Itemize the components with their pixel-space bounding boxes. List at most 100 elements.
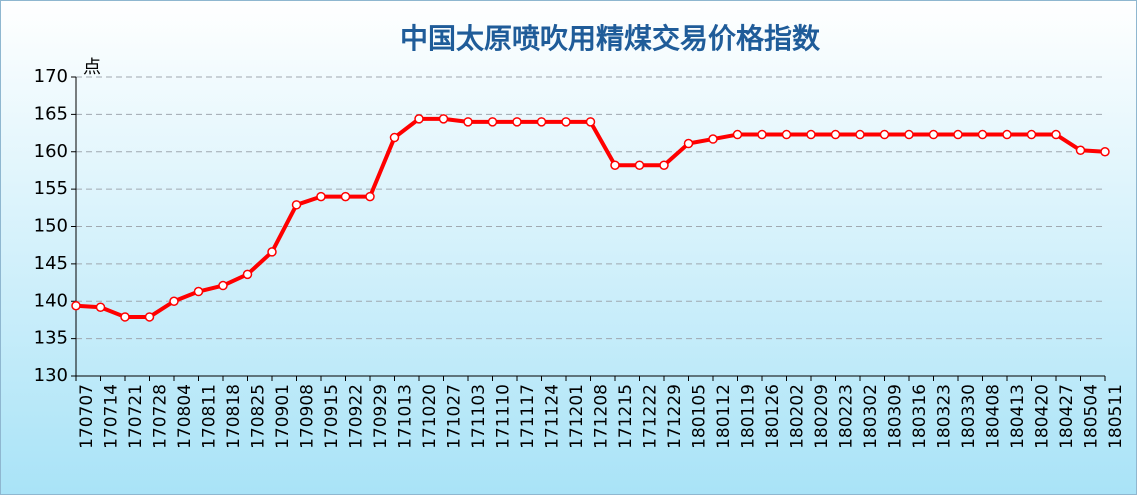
point (610, 160, 620, 170)
x-tick-label: 171222 (641, 384, 661, 449)
point (1075, 145, 1086, 156)
y-axis-label: 点 (83, 57, 101, 78)
point (144, 312, 155, 322)
chart-title: 中国太原喷吹用精煤交易价格指数 (400, 22, 821, 55)
x-tick-label: 170901 (273, 384, 293, 449)
x-tick-label: 180330 (959, 384, 979, 449)
point (1002, 129, 1012, 140)
point (634, 160, 645, 170)
x-tick-label: 170929 (371, 384, 391, 449)
point (536, 117, 547, 127)
point (120, 312, 130, 322)
x-tick-label: 171229 (665, 384, 685, 449)
point (71, 300, 81, 311)
point (904, 129, 914, 140)
point (414, 114, 424, 124)
point (242, 269, 253, 280)
point (879, 129, 890, 140)
point (781, 129, 792, 140)
x-tick-label: 180209 (812, 384, 832, 449)
y-tick-label: 140 (34, 290, 68, 311)
x-tick-label: 171110 (494, 384, 514, 449)
point (487, 117, 498, 127)
x-tick-label: 171117 (518, 384, 538, 449)
point (463, 117, 473, 127)
x-tick-label: 170915 (322, 384, 342, 449)
x-tick-label: 180420 (1033, 384, 1053, 449)
point (659, 160, 669, 170)
x-tick-label: 170825 (249, 384, 269, 449)
y-tick-label: 170 (34, 66, 68, 87)
point (1026, 129, 1037, 140)
y-tick-label: 145 (34, 253, 68, 274)
point (95, 302, 106, 312)
y-tick-label: 160 (34, 141, 68, 162)
x-tick-label: 171215 (616, 384, 636, 449)
point (340, 191, 351, 202)
x-tick-label: 180126 (763, 384, 783, 449)
x-tick-label: 180202 (788, 384, 808, 449)
x-tick-label: 171020 (420, 384, 440, 449)
x-tick-label: 180105 (690, 384, 710, 449)
y-tick-label: 130 (34, 365, 68, 386)
point (683, 138, 694, 149)
point (512, 117, 522, 127)
y-tick-label: 135 (34, 328, 68, 349)
x-tick-label: 180427 (1057, 384, 1077, 449)
x-tick-label: 170721 (126, 384, 146, 449)
x-tick-label: 170908 (298, 384, 318, 449)
x-tick-label: 180302 (861, 384, 881, 449)
point (830, 129, 841, 140)
x-tick-label: 171208 (592, 384, 612, 449)
x-tick-label: 170714 (102, 384, 122, 449)
point (438, 114, 449, 124)
point (267, 247, 277, 257)
point (1051, 129, 1061, 140)
point (928, 129, 939, 140)
x-tick-label: 171027 (445, 384, 465, 449)
point (585, 117, 596, 127)
y-tick-label: 150 (34, 216, 68, 237)
x-tick-label: 180112 (714, 384, 734, 449)
x-tick-label: 180316 (910, 384, 930, 449)
x-tick-label: 180119 (739, 384, 759, 449)
point (732, 129, 743, 140)
point (316, 191, 326, 202)
x-tick-label: 180413 (1008, 384, 1028, 449)
x-tick-label: 170818 (224, 384, 244, 449)
point (193, 286, 204, 297)
y-tick-label: 165 (34, 103, 68, 124)
x-tick-label: 171103 (469, 384, 489, 449)
point (218, 280, 228, 291)
x-tick-label: 171013 (396, 384, 416, 449)
point (1100, 147, 1110, 157)
x-tick-label: 180223 (837, 384, 857, 449)
x-tick-label: 180504 (1082, 384, 1102, 449)
y-tick-label: 155 (34, 178, 68, 199)
point (953, 129, 963, 140)
point (708, 134, 718, 144)
point (855, 129, 865, 140)
point (365, 191, 375, 202)
x-tick-label: 170707 (77, 384, 97, 449)
x-tick-label: 170728 (151, 384, 171, 449)
point (977, 129, 988, 140)
point (291, 200, 302, 210)
x-tick-label: 171124 (543, 384, 563, 449)
x-tick-label: 170922 (347, 384, 367, 449)
x-tick-label: 180511 (1106, 384, 1126, 449)
x-tick-label: 171201 (567, 384, 587, 449)
point (389, 132, 400, 143)
x-tick-label: 170811 (200, 384, 220, 449)
point (561, 117, 571, 127)
x-tick-label: 180309 (886, 384, 906, 449)
x-tick-label: 180408 (984, 384, 1004, 449)
point (806, 129, 816, 140)
x-tick-label: 180323 (935, 384, 955, 449)
x-tick-label: 170804 (175, 384, 195, 449)
point (757, 129, 767, 140)
point (169, 296, 179, 306)
